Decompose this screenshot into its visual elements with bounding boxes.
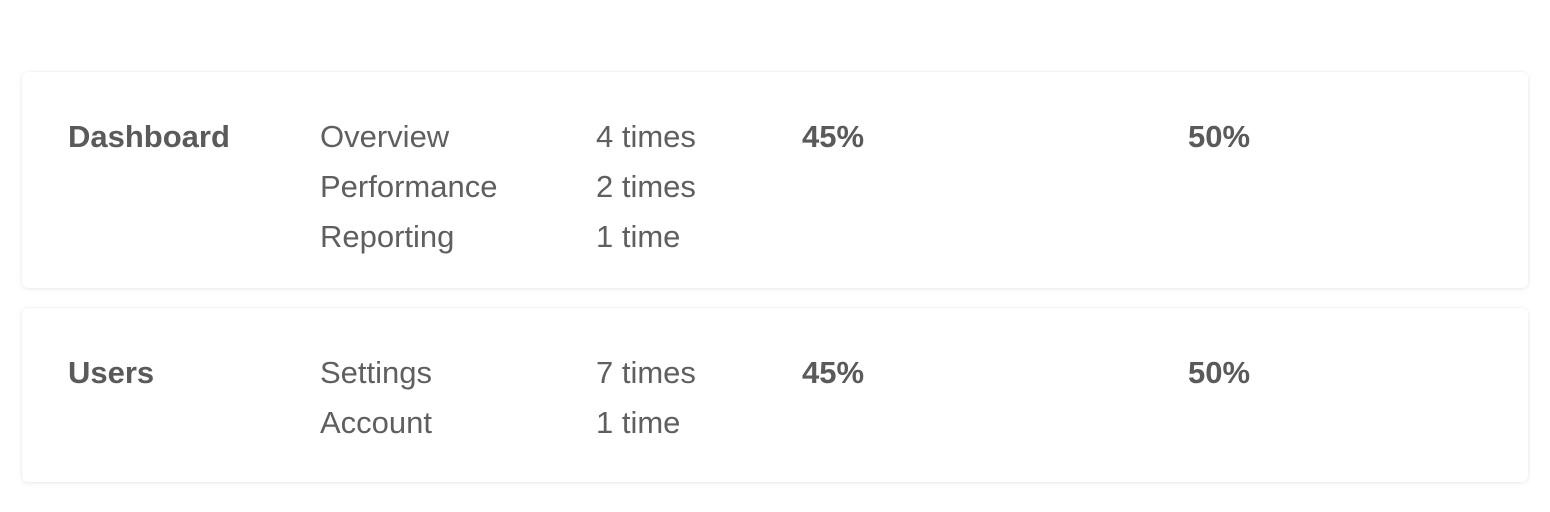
group-name: Dashboard xyxy=(68,119,230,154)
visit-count: 1 time xyxy=(596,219,681,254)
group-card-users: Users Settings Account 7 times 1 time 45… xyxy=(22,308,1528,482)
usage-list: Dashboard Overview Performance Reporting… xyxy=(22,72,1528,502)
percent-b: 50% xyxy=(1188,355,1251,390)
percent-b: 50% xyxy=(1188,119,1251,154)
page-name: Reporting xyxy=(320,219,455,254)
visit-count: 1 time xyxy=(596,405,681,440)
page-name: Performance xyxy=(320,169,498,204)
count-list: 4 times 2 times 1 time xyxy=(596,112,696,262)
percent-a: 45% xyxy=(802,119,865,154)
visit-count: 7 times xyxy=(596,355,696,390)
group-name: Users xyxy=(68,355,155,390)
page-name: Overview xyxy=(320,119,450,154)
page-list: Overview Performance Reporting xyxy=(320,112,497,262)
page-name: Settings xyxy=(320,355,433,390)
visit-count: 4 times xyxy=(596,119,696,154)
percent-a: 45% xyxy=(802,355,865,390)
page-name: Account xyxy=(320,405,433,440)
group-card-dashboard: Dashboard Overview Performance Reporting… xyxy=(22,72,1528,288)
visit-count: 2 times xyxy=(596,169,696,204)
count-list: 7 times 1 time xyxy=(596,348,696,448)
page-list: Settings Account xyxy=(320,348,432,448)
